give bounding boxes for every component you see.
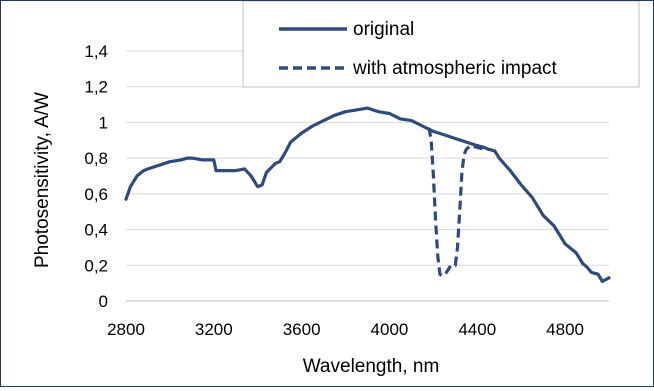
legend: original with atmospheric impact (242, 0, 640, 88)
x-tick-label: 4000 (371, 320, 409, 339)
x-tick-label: 2800 (107, 320, 145, 339)
y-tick-label: 0,8 (84, 149, 108, 168)
y-tick-label: 0 (99, 292, 108, 311)
tick-label-layer: 0 0,2 0,4 0,6 0,8 1 1,2 1,4 2800 3200 3600 4000 4400… (84, 42, 584, 339)
legend-box (242, 0, 640, 88)
x-tick-label: 4400 (458, 320, 496, 339)
y-tick-label: 0,6 (84, 185, 108, 204)
series-line-with-atmospheric-impact (427, 127, 489, 278)
x-tick-label: 3600 (283, 320, 321, 339)
x-tick-label: 4800 (546, 320, 584, 339)
series-layer (124, 106, 611, 283)
x-tick-label: 3200 (195, 320, 233, 339)
legend-label-with-atmospheric-impact: with atmospheric impact (352, 58, 558, 79)
x-axis-title: Wavelength, nm (303, 356, 440, 377)
legend-label-original: original (353, 19, 414, 40)
y-tick-label: 0,2 (84, 256, 108, 275)
y-tick-label: 1,2 (84, 78, 108, 97)
y-tick-label: 0,4 (84, 221, 108, 240)
series-line-original (124, 106, 611, 283)
y-axis-title: Photosensitivity, A/W (32, 92, 53, 268)
y-tick-label: 1 (99, 113, 108, 132)
y-tick-label: 1,4 (84, 42, 108, 61)
